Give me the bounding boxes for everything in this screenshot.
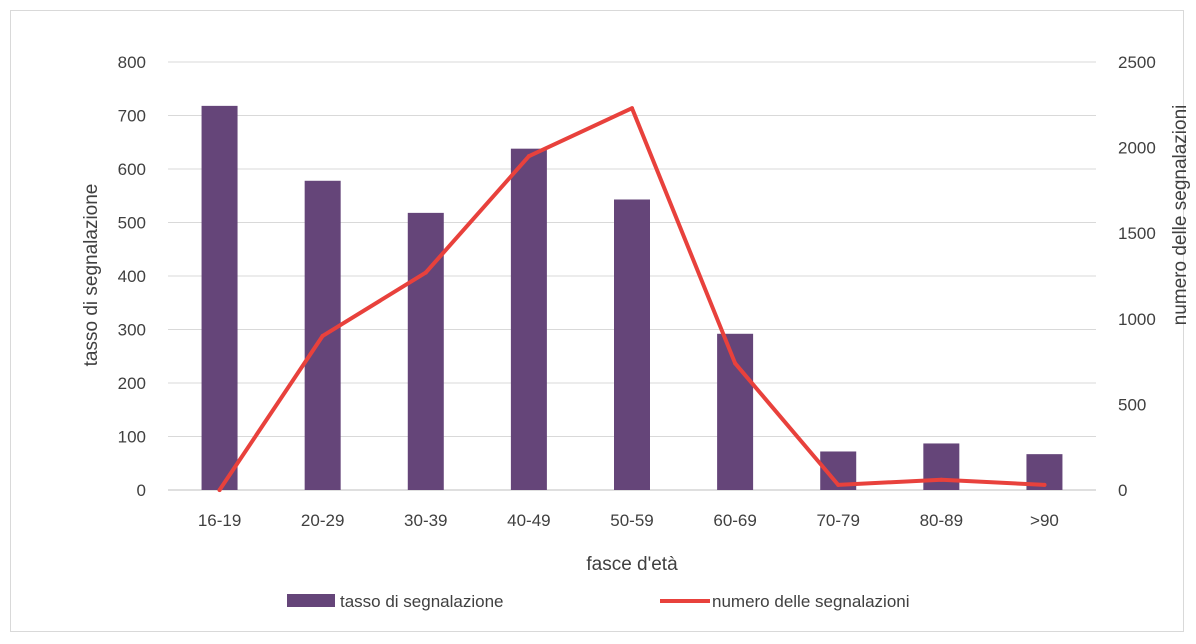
right-axis-ticks: 0 500 1000 1500 2000 2500 (1118, 53, 1156, 500)
x-tick-label: 20-29 (301, 511, 344, 530)
x-tick-label: 40-49 (507, 511, 550, 530)
y-tick-label: 100 (118, 428, 146, 447)
y2-tick-label: 2500 (1118, 53, 1156, 72)
y-tick-label: 500 (118, 214, 146, 233)
legend-label-bar: tasso di segnalazione (340, 592, 504, 611)
y-tick-label: 200 (118, 374, 146, 393)
x-axis-ticks: 16-19 20-29 30-39 40-49 50-59 60-69 70-79 80-89… (198, 511, 1059, 530)
legend-label-line: numero delle segnalazioni (712, 592, 910, 611)
y2-tick-label: 0 (1118, 481, 1127, 500)
y-tick-label: 0 (137, 481, 146, 500)
line-point (423, 270, 428, 275)
legend-swatch-bar (287, 594, 335, 607)
x-tick-label: 50-59 (610, 511, 653, 530)
bar (510, 148, 547, 491)
y-axis-title: tasso di segnalazione (81, 184, 102, 367)
line-point (526, 154, 531, 159)
y-tick-label: 300 (118, 321, 146, 340)
x-tick-label: 16-19 (198, 511, 241, 530)
y-tick-label: 800 (118, 53, 146, 72)
y2-tick-label: 1000 (1118, 310, 1156, 329)
y-tick-label: 400 (118, 267, 146, 286)
x-tick-label: >90 (1030, 511, 1059, 530)
line-point (733, 361, 738, 366)
y-tick-label: 700 (118, 107, 146, 126)
y2-tick-label: 500 (1118, 395, 1146, 414)
x-tick-label: 60-69 (713, 511, 756, 530)
bar (407, 212, 444, 490)
bar (201, 105, 238, 491)
line-series (217, 106, 1047, 492)
bar-series (201, 105, 1063, 491)
line-point (320, 333, 325, 338)
x-tick-label: 70-79 (816, 511, 859, 530)
y-tick-label: 600 (118, 160, 146, 179)
left-axis-ticks: 0 100 200 300 400 500 600 700 800 (118, 53, 146, 500)
y2-tick-label: 1500 (1118, 224, 1156, 243)
bar (614, 199, 650, 490)
x-axis-title: fasce d'età (586, 554, 678, 575)
line-point (217, 488, 222, 492)
line-point (630, 106, 634, 111)
y2-tick-label: 2000 (1118, 139, 1156, 158)
y2-axis-title: numero delle segnalazioni (1170, 105, 1191, 326)
legend: tasso di segnalazione numero delle segna… (287, 592, 910, 611)
bar (923, 443, 960, 490)
line-point (1042, 482, 1047, 487)
bar (717, 333, 754, 490)
line-point (939, 477, 944, 482)
x-tick-label: 80-89 (920, 511, 963, 530)
x-tick-label: 30-39 (404, 511, 447, 530)
line-point (836, 482, 841, 487)
